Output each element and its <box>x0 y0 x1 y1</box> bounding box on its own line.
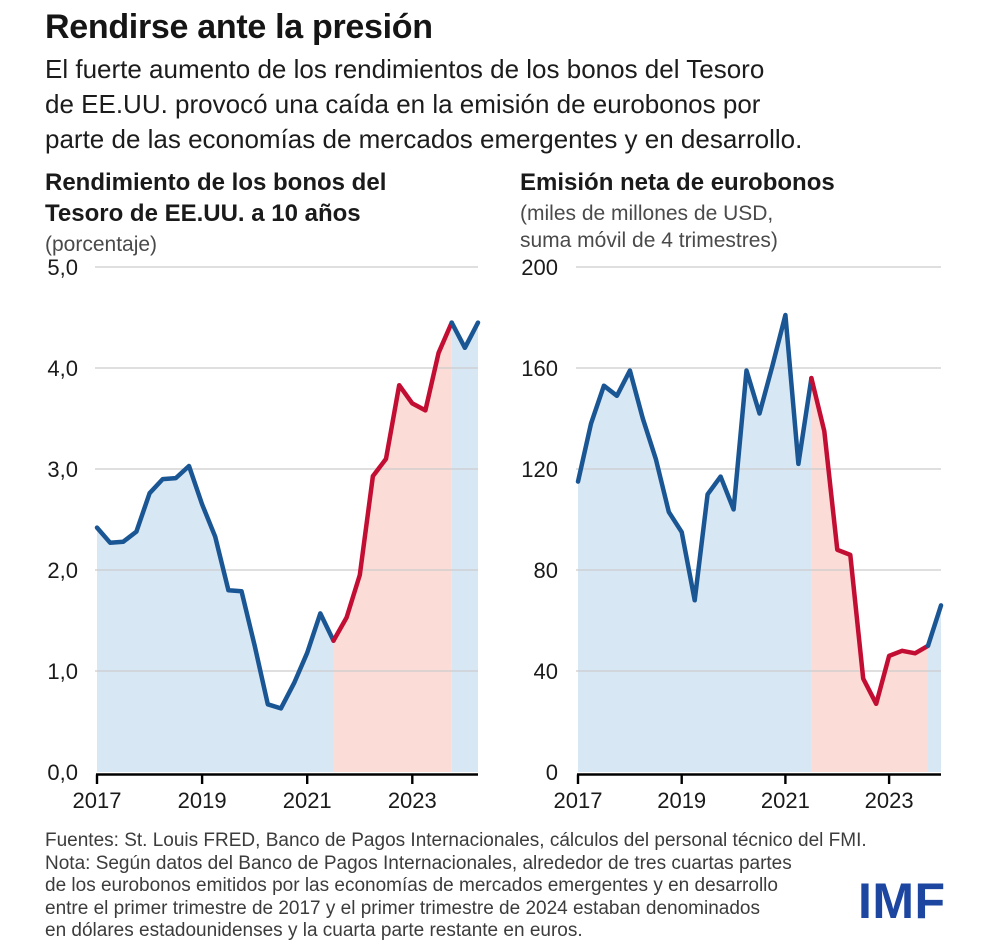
imf-logo: IMF <box>858 873 946 929</box>
svg-text:200: 200 <box>521 255 558 280</box>
svg-text:120: 120 <box>521 457 558 482</box>
svg-text:2021: 2021 <box>761 788 810 813</box>
svg-text:0,0: 0,0 <box>47 760 78 785</box>
svg-text:2017: 2017 <box>73 788 122 813</box>
svg-text:2021: 2021 <box>283 788 332 813</box>
svg-text:5,0: 5,0 <box>47 255 78 280</box>
page-title: Rendirse ante la presión <box>45 8 433 46</box>
svg-text:80: 80 <box>534 558 558 583</box>
issuance-chart: 0 40 80 120 160 200 2017 2019 2021 2023 <box>521 255 944 813</box>
svg-text:160: 160 <box>521 356 558 381</box>
svg-text:0: 0 <box>546 760 558 785</box>
svg-text:2019: 2019 <box>657 788 706 813</box>
svg-text:2,0: 2,0 <box>47 558 78 583</box>
page-subtitle: El fuerte aumento de los rendimientos de… <box>45 54 803 154</box>
charts-canvas: 0,0 1,0 2,0 3,0 4,0 5,0 2017 2019 2021 2023 0 40 80… <box>47 255 944 813</box>
yield-chart: 0,0 1,0 2,0 3,0 4,0 5,0 2017 2019 2021 2023 <box>47 255 481 813</box>
svg-text:2019: 2019 <box>178 788 227 813</box>
yield-chart-header: Rendimiento de los bonos del Tesoro de E… <box>45 167 465 258</box>
footer-notes: Fuentes: St. Louis FRED, Banco de Pagos … <box>45 830 867 940</box>
svg-text:1,0: 1,0 <box>47 659 78 684</box>
svg-text:2023: 2023 <box>388 788 437 813</box>
svg-text:4,0: 4,0 <box>47 356 78 381</box>
yield-chart-title: Rendimiento de los bonos del Tesoro de E… <box>45 169 387 227</box>
yield-chart-unit: (porcentaje) <box>45 233 158 256</box>
issuance-chart-title: Emisión neta de eurobonos <box>520 169 835 196</box>
svg-text:2023: 2023 <box>865 788 914 813</box>
svg-text:40: 40 <box>534 659 558 684</box>
svg-text:2017: 2017 <box>554 788 603 813</box>
issuance-chart-unit: (miles de millones de USD, suma móvil de… <box>520 202 778 252</box>
svg-text:3,0: 3,0 <box>47 457 78 482</box>
issuance-chart-header: Emisión neta de eurobonos (miles de mill… <box>520 167 940 254</box>
